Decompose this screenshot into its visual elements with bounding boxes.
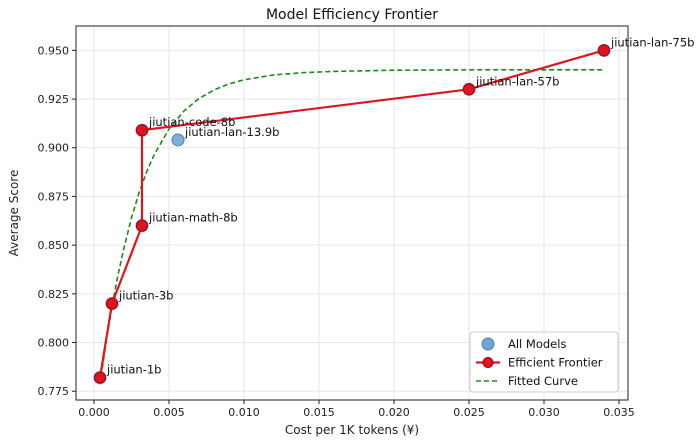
- x-tick-label: 0.015: [303, 406, 335, 419]
- frontier-marker: [463, 83, 475, 96]
- legend-label: Efficient Frontier: [508, 356, 603, 370]
- x-axis: 0.000 0.005 0.010 0.015 0.020 0.025 0.030 0.035: [78, 400, 635, 419]
- x-tick-label: 0.035: [603, 406, 635, 419]
- legend-label: All Models: [508, 337, 566, 351]
- y-tick-label: 0.925: [38, 93, 70, 106]
- x-tick-label: 0.010: [228, 406, 260, 419]
- y-tick-label: 0.775: [38, 385, 70, 398]
- x-tick-label: 0.005: [153, 406, 185, 419]
- legend-label: Fitted Curve: [508, 374, 578, 388]
- legend-box: [469, 331, 619, 393]
- fitted-curve-line: [99, 69, 604, 385]
- x-tick-label: 0.030: [528, 406, 560, 419]
- point-label: jiutian-3b: [118, 289, 174, 303]
- frontier-marker: [94, 371, 106, 384]
- y-axis: 0.775 0.800 0.825 0.850 0.875 0.900 0.925 0.950: [38, 44, 76, 398]
- point-label: jiutian-1b: [106, 363, 162, 377]
- x-tick-label: 0.025: [453, 406, 485, 419]
- y-tick-label: 0.800: [38, 337, 70, 350]
- x-tick-label: 0.000: [78, 406, 110, 419]
- legend: All Models Efficient Frontier Fitted Curve: [469, 331, 619, 393]
- point-label: jiutian-lan-13.9b: [184, 125, 279, 139]
- x-tick-label: 0.020: [378, 406, 410, 419]
- chart-title: Model Efficiency Frontier: [266, 7, 438, 23]
- y-axis-label: Average Score: [7, 170, 21, 257]
- point-label: jiutian-lan-75b: [610, 35, 694, 49]
- scatter-point: [171, 133, 185, 147]
- y-tick-label: 0.875: [38, 190, 70, 203]
- frontier-line: [98, 49, 605, 378]
- legend-marker-all-models: [481, 337, 495, 351]
- frontier-marker: [106, 297, 118, 310]
- point-label: jiutian-code-8b: [148, 115, 235, 129]
- frontier-markers: [94, 44, 610, 384]
- frontier-marker: [136, 124, 148, 137]
- point-label: jiutian-math-8b: [148, 211, 238, 225]
- point-labels: jiutian-1b jiutian-3b jiutian-math-8b jiuti…: [106, 35, 694, 376]
- frontier-marker: [136, 219, 148, 232]
- frontier-marker: [598, 44, 610, 57]
- y-tick-label: 0.850: [38, 239, 70, 252]
- plot-area: [75, 25, 629, 401]
- y-tick-label: 0.825: [38, 288, 70, 301]
- y-tick-label: 0.900: [38, 142, 70, 155]
- point-label: jiutian-lan-57b: [475, 74, 559, 88]
- legend-marker-frontier: [482, 357, 494, 368]
- y-tick-label: 0.950: [38, 44, 70, 57]
- x-axis-label: Cost per 1K tokens (¥): [285, 423, 419, 437]
